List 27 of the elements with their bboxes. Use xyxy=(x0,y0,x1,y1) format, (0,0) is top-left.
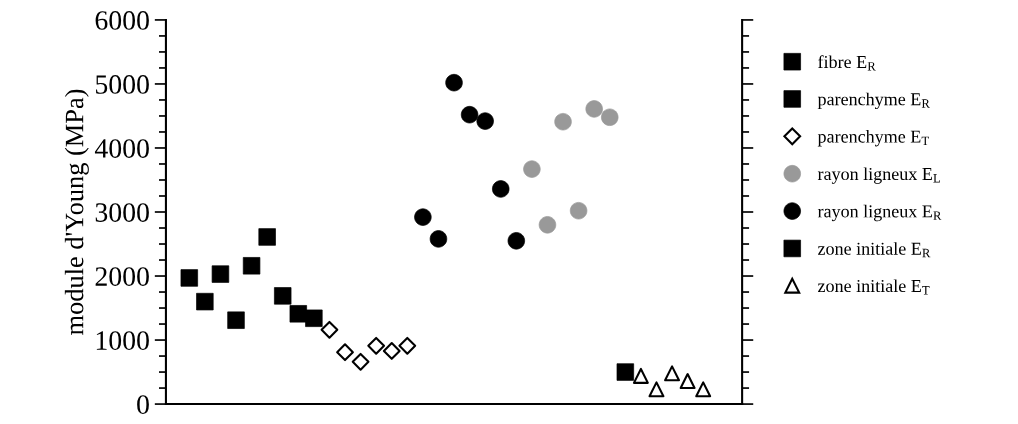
point xyxy=(367,336,386,355)
y-tick-label: 0 xyxy=(137,395,149,414)
point xyxy=(695,381,712,398)
point xyxy=(632,367,649,384)
point xyxy=(414,208,432,226)
y-tick-label: 2000 xyxy=(95,267,149,286)
point xyxy=(398,336,417,355)
point xyxy=(664,365,681,382)
point xyxy=(648,381,665,398)
y-axis-title: module d'Young (MPa) xyxy=(64,89,89,335)
y-tick-label: 4000 xyxy=(94,139,149,158)
legend-label: zone initiale E$_{R}$ xyxy=(818,242,931,258)
point xyxy=(351,352,370,371)
y-tick-label: 5000 xyxy=(96,75,149,94)
legend-label: rayon ligneux E$_{R}$ xyxy=(817,204,942,222)
y-tick-label: 3000 xyxy=(95,203,149,222)
legend-label: zone initiale E$_{T}$ xyxy=(818,279,930,295)
point xyxy=(320,320,339,339)
legend-label: parenchyme E$_{R}$ xyxy=(817,92,930,110)
y-tick-label: 1000 xyxy=(96,331,149,350)
point xyxy=(382,342,401,360)
legend-label: fibre E$_{R}$ xyxy=(818,55,876,71)
point xyxy=(679,373,696,390)
y-tick-label: 6000 xyxy=(95,11,149,30)
legend-label: parenchyme E$_{T}$ xyxy=(817,130,929,147)
legend-label: rayon ligneux E$_{L}$ xyxy=(817,167,940,184)
point xyxy=(336,343,354,362)
